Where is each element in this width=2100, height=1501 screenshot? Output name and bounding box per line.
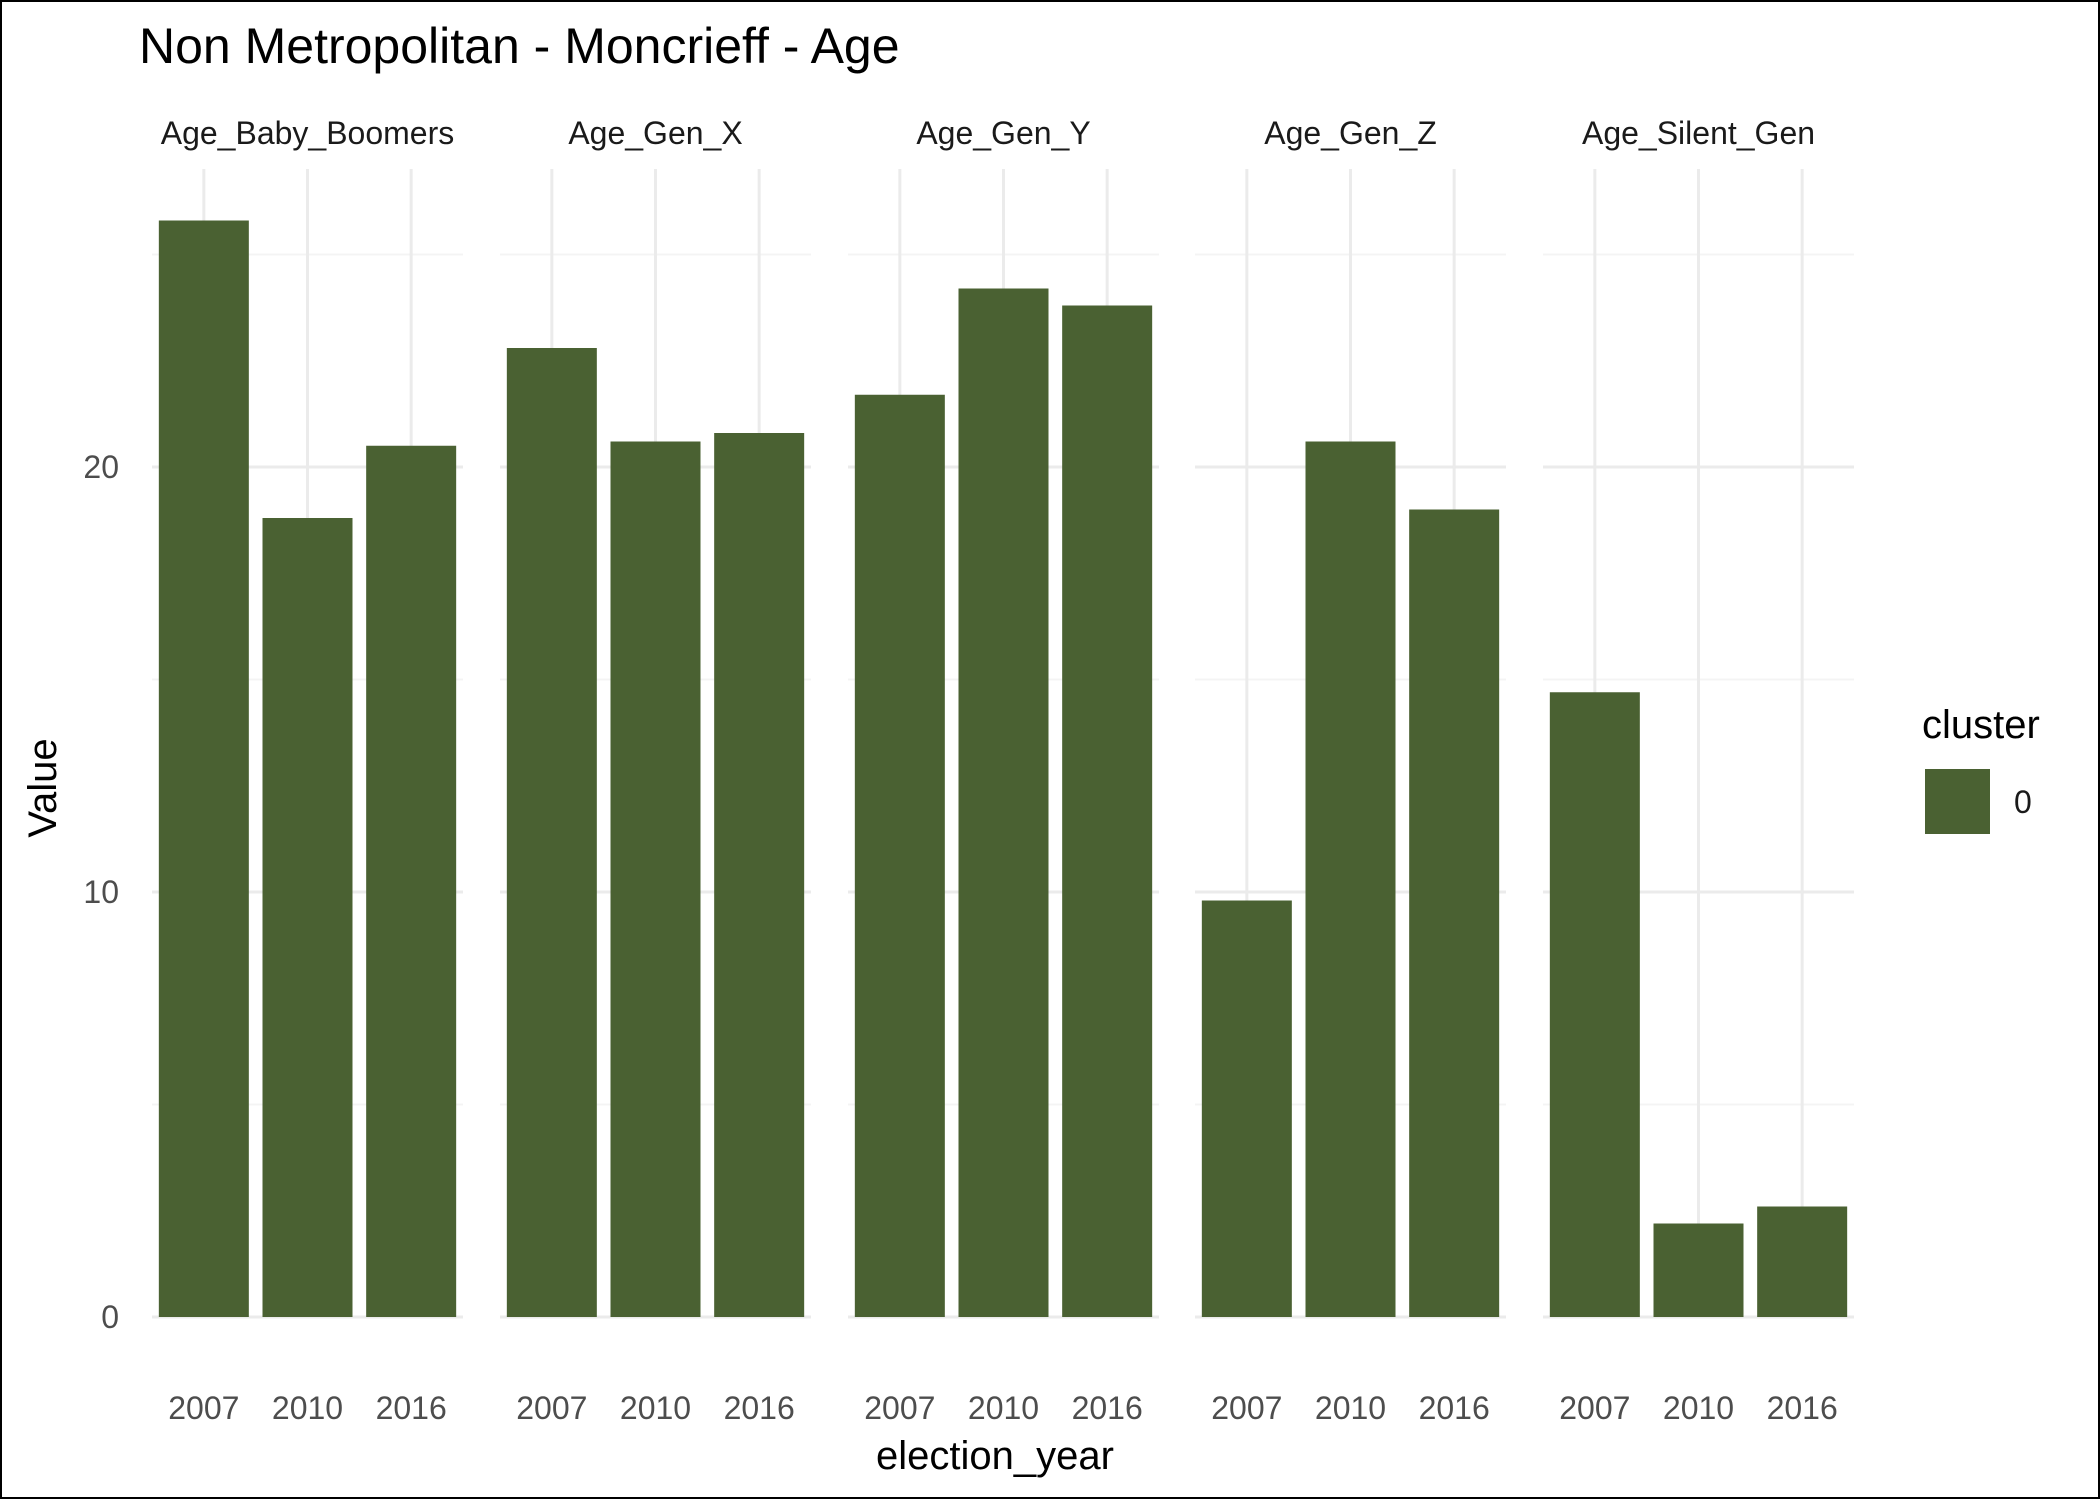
bar-age-baby-boomers-2016 — [366, 445, 457, 1317]
bar-age-silent-gen-2007 — [1549, 692, 1640, 1317]
bar-age-gen-x-2010 — [610, 441, 701, 1317]
x-tick-label: 2007 — [864, 1390, 935, 1426]
y-tick-label: 0 — [101, 1299, 119, 1335]
facet-strip-label: Age_Baby_Boomers — [161, 115, 455, 151]
legend-key-swatch — [1925, 769, 1990, 834]
facet-strip-label: Age_Silent_Gen — [1582, 115, 1815, 151]
x-tick-label: 2010 — [272, 1390, 343, 1426]
bar-age-baby-boomers-2007 — [158, 220, 249, 1317]
facet-strip-label: Age_Gen_Y — [916, 115, 1090, 151]
x-tick-label: 2007 — [168, 1390, 239, 1426]
chart-title: Non Metropolitan - Moncrieff - Age — [139, 18, 900, 74]
bar-age-baby-boomers-2010 — [262, 518, 353, 1317]
bar-age-gen-z-2010 — [1305, 441, 1396, 1317]
x-tick-label: 2016 — [1419, 1390, 1490, 1426]
x-tick-label: 2016 — [1072, 1390, 1143, 1426]
bar-age-silent-gen-2016 — [1757, 1206, 1848, 1317]
legend: cluster 0 — [1922, 703, 2040, 834]
x-tick-label: 2010 — [1663, 1390, 1734, 1426]
facet-strip-label: Age_Gen_X — [568, 115, 742, 151]
facet-panel-age-gen-z: Age_Gen_Z 2007 2010 2016 — [1195, 115, 1506, 1426]
facet-panel-age-gen-y: Age_Gen_Y 2007 2010 2016 — [848, 115, 1159, 1426]
bar-age-gen-y-2016 — [1062, 305, 1153, 1317]
legend-title: cluster — [1922, 703, 2040, 747]
bar-age-gen-z-2016 — [1409, 509, 1500, 1317]
y-axis-title: Value — [21, 738, 65, 837]
y-tick-label: 20 — [83, 449, 119, 485]
bar-age-gen-x-2007 — [506, 348, 597, 1317]
x-tick-label: 2016 — [1767, 1390, 1838, 1426]
x-tick-label: 2010 — [1315, 1390, 1386, 1426]
bar-age-gen-z-2007 — [1201, 900, 1292, 1317]
x-tick-label: 2016 — [724, 1390, 795, 1426]
x-tick-label: 2016 — [376, 1390, 447, 1426]
facet-panel-age-silent-gen: Age_Silent_Gen 2007 2010 2016 — [1543, 115, 1854, 1426]
y-tick-label: 10 — [83, 874, 119, 910]
facet-panel-age-baby-boomers: Age_Baby_Boomers 2007 2010 2016 — [152, 115, 463, 1426]
x-tick-label: 2010 — [968, 1390, 1039, 1426]
bar-age-gen-y-2007 — [854, 394, 945, 1317]
x-axis-title: election_year — [876, 1434, 1114, 1478]
bar-age-gen-y-2010 — [958, 288, 1049, 1317]
facet-strip-label: Age_Gen_Z — [1264, 115, 1437, 151]
bar-age-silent-gen-2010 — [1653, 1223, 1744, 1317]
x-tick-label: 2007 — [1211, 1390, 1282, 1426]
x-tick-label: 2007 — [1559, 1390, 1630, 1426]
x-tick-label: 2010 — [620, 1390, 691, 1426]
y-axis-ticks: 0 10 20 — [83, 449, 119, 1335]
legend-label: 0 — [2014, 784, 2032, 820]
facet-panels: Age_Baby_Boomers 2007 2010 2016 Age_Gen_X 200… — [152, 115, 1854, 1426]
bar-age-gen-x-2016 — [714, 433, 805, 1317]
x-tick-label: 2007 — [516, 1390, 587, 1426]
facet-panel-age-gen-x: Age_Gen_X 2007 2010 2016 — [500, 115, 811, 1426]
